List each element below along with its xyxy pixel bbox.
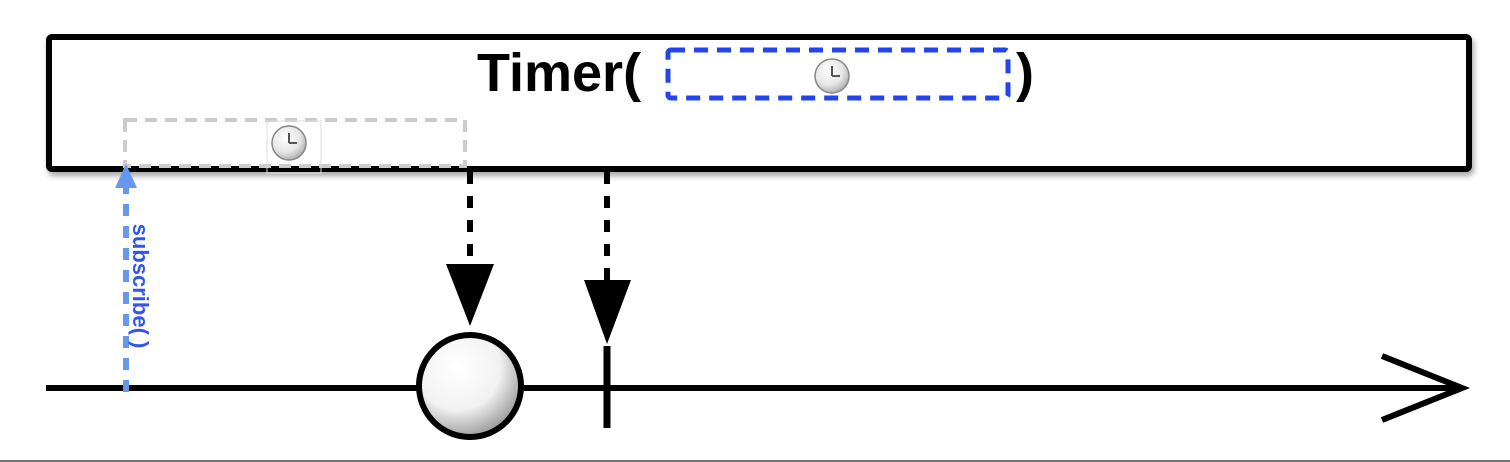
subscribe-label: subscribe( )	[128, 223, 153, 349]
timeline-arrowhead	[1380, 353, 1471, 423]
emission-arrowhead-completion	[584, 280, 631, 344]
emitted-item-marble	[416, 332, 524, 440]
param-dashed-box	[665, 47, 1011, 101]
bottom-divider	[0, 460, 1510, 462]
emission-arrowhead-item	[446, 264, 494, 326]
operator-title: Timer(	[477, 43, 642, 103]
param-clock-icon	[814, 58, 850, 94]
delay-clock-icon	[266, 120, 322, 174]
subscribe-arrowhead	[115, 164, 137, 188]
delay-dashed-box	[123, 118, 467, 168]
operator-title-close: )	[1016, 43, 1034, 103]
